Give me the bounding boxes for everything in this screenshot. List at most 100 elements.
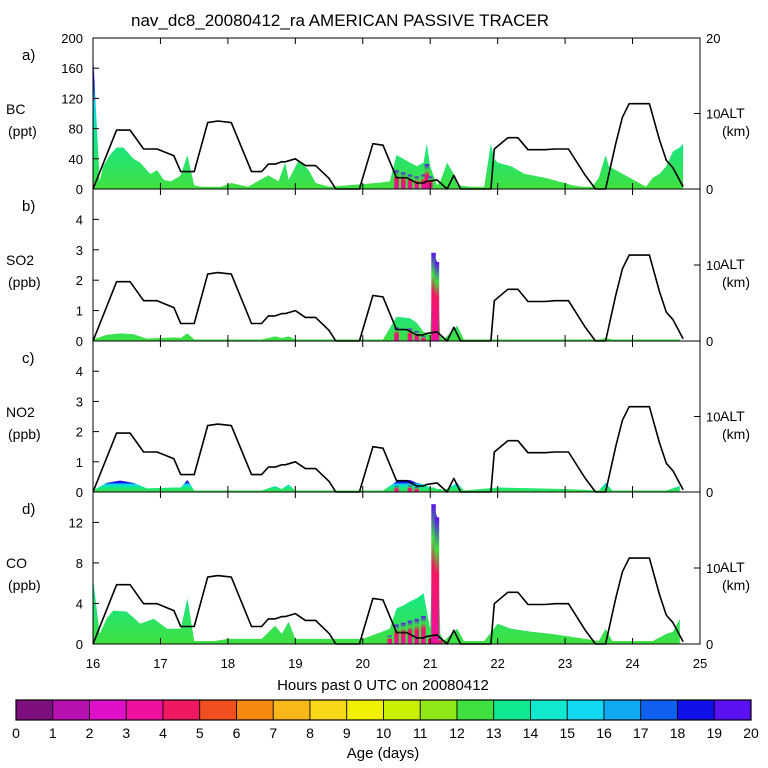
x-tick-label: 24: [625, 656, 639, 671]
panel-unit-label: (ppt): [8, 123, 37, 139]
colorbar-swatch: [346, 699, 384, 721]
colorbar-swatch: [236, 699, 274, 721]
colorbar-tick-label: 2: [86, 725, 94, 741]
altitude-line: [92, 405, 684, 493]
tracer-bar: [431, 504, 436, 644]
alt-tick-label: 10: [706, 561, 720, 576]
colorbar-swatch: [199, 699, 237, 721]
colorbar-swatch: [89, 699, 127, 721]
altitude-axis-label: ALT: [720, 559, 745, 575]
y-tick-label: 8: [76, 556, 83, 571]
tracer-bar: [428, 176, 433, 189]
panel-letter: a): [22, 47, 35, 64]
tracer-bar: [424, 164, 430, 189]
tracer-bar: [394, 170, 399, 189]
panels: 0408012016020001020a)BC(ppt)ALT(km)01234…: [6, 31, 750, 671]
panel-letter: c): [22, 350, 35, 367]
y-tick-label: 200: [61, 31, 83, 46]
tracer-bar: [407, 620, 413, 644]
y-tick-label: 80: [69, 122, 83, 137]
altitude-line: [92, 254, 684, 342]
colorbar-label: Age (days): [347, 745, 420, 762]
colorbar-tick-label: 8: [306, 725, 314, 741]
alt-tick-label: 20: [706, 31, 720, 46]
colorbar-swatch: [493, 699, 531, 721]
y-tick-label: 12: [69, 515, 83, 530]
y-tick-label: 1: [76, 455, 83, 470]
colorbar-swatch: [677, 699, 715, 721]
tracer-bar: [431, 252, 436, 341]
colorbar-swatch: [125, 699, 164, 721]
alt-tick-label: 0: [706, 485, 713, 500]
altitude-line: [92, 557, 684, 645]
colorbar-tick-label: 18: [670, 725, 686, 741]
tracer-bar: [394, 486, 399, 492]
panel-b: 0 1 2 3 4 0 10 b) SO2 (ppb) ALT (km): [6, 188, 750, 349]
panel-variable-label: SO2: [6, 252, 34, 268]
colorbar-swatch: [52, 699, 90, 721]
colorbar-swatch: [530, 699, 568, 721]
panel-unit-label: (ppb): [8, 274, 41, 290]
colorbar-swatch: [272, 699, 311, 721]
y-tick-label: 2: [76, 425, 83, 440]
colorbar-tick-label: 6: [233, 725, 241, 741]
altitude-axis-label: ALT: [720, 256, 745, 272]
y-tick-label: 160: [61, 61, 83, 76]
x-tick-label: 17: [153, 656, 167, 671]
altitude-unit-label: (km): [722, 123, 750, 139]
panel-frame: [92, 340, 701, 493]
chart-title: nav_dc8_20080412_ra AMERICAN PASSIVE TRA…: [131, 11, 549, 30]
panel-a: 0 40 80 120 160 200 0 10 20 a) BC (ppt) ALT (km): [6, 31, 750, 197]
altitude-line: [92, 102, 684, 190]
colorbar-swatch: [640, 699, 678, 721]
alt-tick-label: 0: [706, 182, 713, 197]
tracer-bar: [394, 327, 399, 341]
tracer-bar: [421, 174, 426, 189]
tracer-bar: [387, 635, 392, 644]
panel-c: 0 1 2 3 4 0 10 c) NO2 (ppb) ALT (km): [6, 340, 750, 500]
colorbar-tick-label: 5: [196, 725, 204, 741]
colorbar-tick-label: 17: [633, 725, 649, 741]
colorbar-swatch: [603, 699, 642, 721]
y-tick-label: 0: [76, 485, 83, 500]
alt-tick-label: 0: [706, 637, 713, 652]
tracer-bar: [414, 618, 419, 644]
colorbar-tick-label: 1: [49, 725, 57, 741]
x-tick-label: 23: [558, 656, 572, 671]
tracer-bar: [421, 336, 426, 341]
tracer-bar: [421, 616, 426, 644]
alt-tick-label: 10: [706, 410, 720, 425]
x-tick-labels: 16 17 18 19 20 21 22 23 24 25: [86, 656, 707, 671]
colorbar-tick-label: 3: [122, 725, 130, 741]
y-tick-label: 2: [76, 273, 83, 288]
colorbar-tick-label: 11: [413, 725, 428, 741]
colorbar-swatch: [162, 699, 201, 721]
colorbar-swatch: [419, 699, 458, 721]
tracer-bar: [394, 624, 399, 644]
alt-tick-label: 10: [706, 107, 720, 122]
tracer-bar: [401, 622, 406, 644]
x-axis-label: Hours past 0 UTC on 20080412: [277, 677, 489, 694]
altitude-axis-label: ALT: [720, 105, 745, 121]
panel-letter: b): [22, 198, 35, 215]
altitude-axis-label: ALT: [720, 408, 745, 424]
colorbar-swatch: [383, 699, 421, 721]
colorbar-tick-label: 16: [596, 725, 612, 741]
panel-variable-label: CO: [6, 555, 27, 571]
panel-letter: d): [22, 501, 35, 518]
panel-variable-label: BC: [6, 101, 25, 117]
x-tick-label: 22: [490, 656, 504, 671]
colorbar-tick-label: 19: [706, 725, 722, 741]
y-tick-label: 40: [69, 152, 83, 167]
colorbar-tick-label: 7: [269, 725, 277, 741]
y-tick-label: 0: [76, 637, 83, 652]
tracer-bar: [434, 517, 440, 644]
colorbar-swatch: [566, 699, 605, 721]
colorbar-swatch: [15, 699, 54, 721]
panel-unit-label: (ppb): [8, 577, 41, 593]
altitude-unit-label: (km): [722, 274, 750, 290]
colorbar-swatch: [713, 699, 752, 721]
colorbar-tick-label: 13: [486, 725, 502, 741]
colorbar-frame: [15, 699, 752, 721]
